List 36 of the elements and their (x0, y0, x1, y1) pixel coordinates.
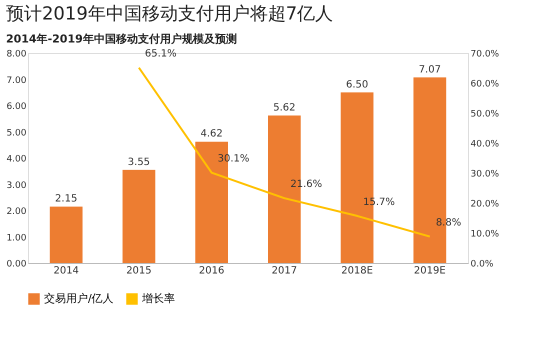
y2-tick-label: 10.0% (470, 230, 500, 240)
y2-tick-label: 70.0% (470, 50, 500, 60)
x-tick-label: 2018E (341, 266, 373, 276)
y-tick-label: 3.00 (6, 180, 27, 191)
data-label: 2.15 (55, 194, 78, 205)
y-tick-label: 8.00 (6, 50, 27, 60)
y-tick-label: 4.00 (6, 154, 27, 164)
y2-tick-label: 60.0% (470, 80, 500, 90)
y-tick-label: 0.00 (6, 260, 27, 270)
y2-tick-label: 50.0% (470, 110, 500, 120)
y-tick-label: 1.00 (6, 233, 27, 244)
x-tick-label: 2015 (126, 266, 152, 276)
bar (122, 170, 156, 263)
y2-tick-label: 0.0% (470, 260, 494, 270)
data-label: 6.50 (346, 79, 368, 90)
data-label: 4.62 (200, 128, 223, 140)
chart-subtitle: 2014年-2019年中国移动支付用户规模及预测 (6, 32, 237, 46)
y2-tick-label: 20.0% (470, 200, 500, 210)
legend-label: 交易用户/亿人 (44, 292, 114, 305)
x-tick-label: 2014 (53, 266, 79, 276)
y2-tick-label: 30.0% (470, 170, 500, 180)
x-tick-label: 2017 (272, 266, 298, 276)
y-tick-label: 7.00 (6, 76, 27, 86)
y-tick-label: 5.00 (6, 128, 27, 138)
y-tick-label: 6.00 (6, 102, 27, 112)
data-label: 5.62 (273, 102, 296, 114)
y-tick-label: 2.00 (6, 207, 27, 217)
chart-title: 预计2019年中国移动支付用户将超7亿人 (6, 4, 334, 25)
y2-tick-label: 40.0% (470, 140, 500, 150)
x-tick-label: 2016 (198, 266, 224, 276)
data-label: 65.1% (144, 48, 177, 60)
data-label: 7.07 (418, 64, 441, 76)
legend-label: 增长率 (141, 292, 175, 305)
bar (50, 206, 83, 263)
data-label: 3.55 (128, 156, 150, 168)
x-tick-label: 2019E (414, 266, 446, 276)
